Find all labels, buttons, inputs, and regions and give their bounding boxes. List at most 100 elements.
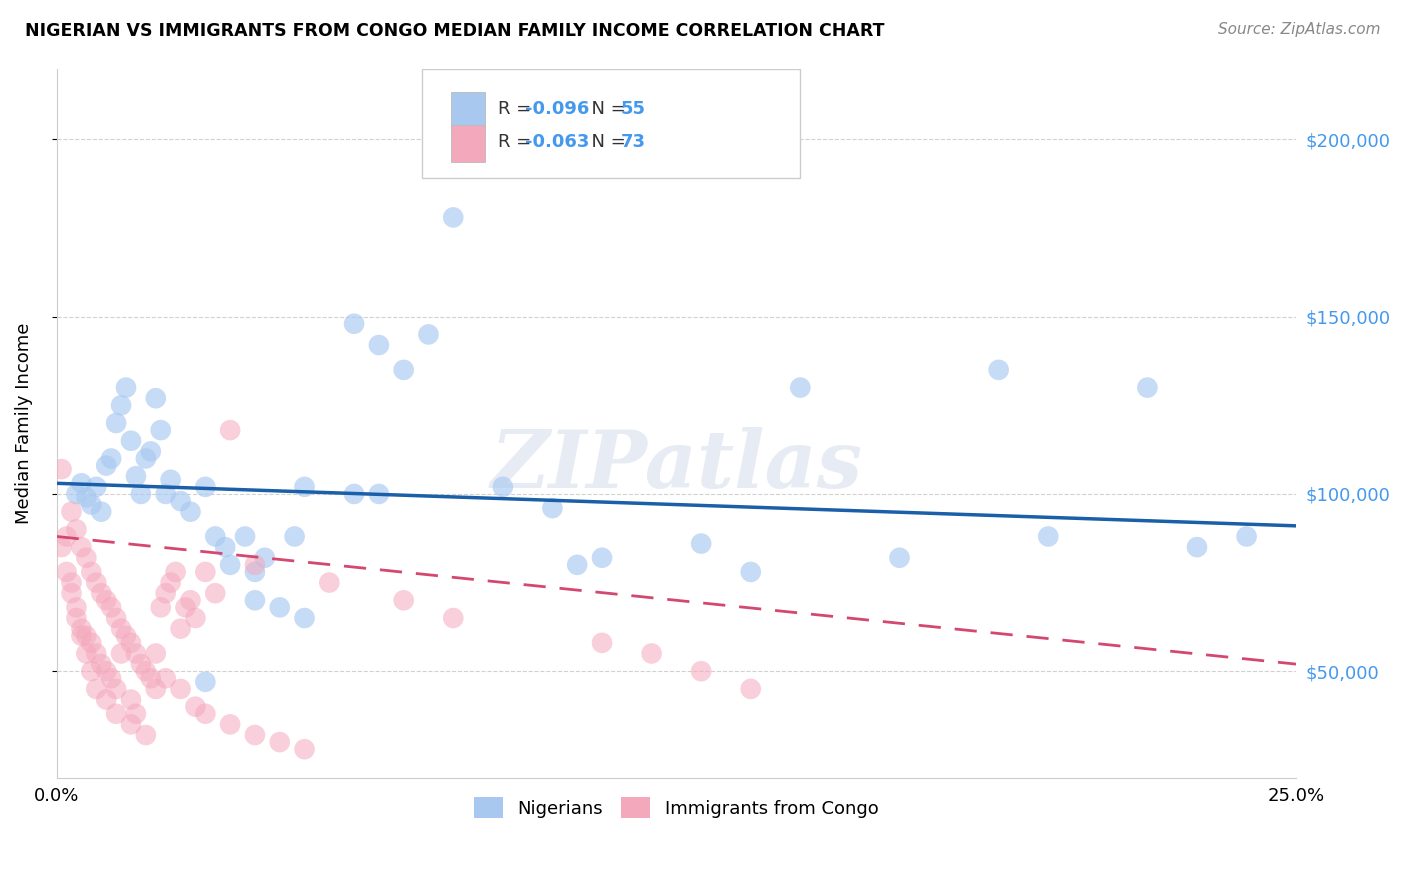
Point	[105, 416, 128, 430]
Point	[96, 458, 118, 473]
FancyBboxPatch shape	[451, 125, 485, 162]
Point	[243, 593, 266, 607]
Point	[105, 611, 128, 625]
Point	[51, 540, 73, 554]
Point	[889, 550, 911, 565]
Point	[145, 647, 167, 661]
Point	[165, 565, 187, 579]
Point	[233, 529, 256, 543]
Text: N =: N =	[579, 100, 631, 118]
Point	[591, 636, 613, 650]
Point	[690, 536, 713, 550]
Point	[567, 558, 589, 572]
Point	[115, 381, 138, 395]
Point	[100, 671, 122, 685]
Point	[120, 636, 142, 650]
Point	[418, 327, 440, 342]
Point	[184, 611, 207, 625]
Point	[155, 487, 177, 501]
Point	[80, 565, 103, 579]
Text: R =: R =	[498, 100, 537, 118]
Point	[96, 692, 118, 706]
Point	[294, 480, 316, 494]
Point	[110, 398, 132, 412]
Point	[84, 575, 107, 590]
Point	[145, 391, 167, 405]
Point	[100, 451, 122, 466]
Point	[1038, 529, 1060, 543]
Point	[541, 501, 564, 516]
Point	[690, 664, 713, 678]
Point	[75, 550, 97, 565]
Point	[184, 699, 207, 714]
Text: NIGERIAN VS IMMIGRANTS FROM CONGO MEDIAN FAMILY INCOME CORRELATION CHART: NIGERIAN VS IMMIGRANTS FROM CONGO MEDIAN…	[25, 22, 884, 40]
Text: ZIPatlas: ZIPatlas	[491, 427, 862, 504]
Point	[987, 363, 1010, 377]
Point	[135, 451, 157, 466]
Point	[110, 647, 132, 661]
Point	[84, 480, 107, 494]
Point	[105, 681, 128, 696]
Point	[179, 593, 201, 607]
Point	[740, 681, 762, 696]
Point	[1236, 529, 1258, 543]
Point	[243, 728, 266, 742]
Point	[591, 550, 613, 565]
Point	[120, 434, 142, 448]
Point	[115, 629, 138, 643]
Point	[789, 381, 811, 395]
Legend: Nigerians, Immigrants from Congo: Nigerians, Immigrants from Congo	[467, 790, 886, 825]
Point	[343, 317, 366, 331]
Point	[219, 423, 242, 437]
Point	[55, 529, 77, 543]
Point	[80, 498, 103, 512]
Point	[125, 706, 148, 721]
Point	[392, 593, 415, 607]
Point	[159, 575, 181, 590]
Point	[640, 647, 662, 661]
Point	[149, 423, 172, 437]
Point	[70, 476, 93, 491]
Point	[343, 487, 366, 501]
Point	[135, 728, 157, 742]
Point	[120, 692, 142, 706]
Y-axis label: Median Family Income: Median Family Income	[15, 322, 32, 524]
Point	[70, 540, 93, 554]
Point	[441, 211, 464, 225]
Point	[129, 487, 152, 501]
Point	[392, 363, 415, 377]
Text: -0.063: -0.063	[526, 133, 589, 152]
Point	[51, 462, 73, 476]
Point	[294, 742, 316, 756]
Point	[70, 629, 93, 643]
Point	[135, 664, 157, 678]
Point	[214, 540, 236, 554]
Point	[492, 480, 515, 494]
Text: 55: 55	[620, 100, 645, 118]
Point	[169, 681, 191, 696]
Point	[70, 622, 93, 636]
Point	[145, 681, 167, 696]
Point	[55, 565, 77, 579]
Point	[1185, 540, 1208, 554]
Point	[169, 494, 191, 508]
Text: N =: N =	[579, 133, 631, 152]
Point	[179, 505, 201, 519]
Point	[125, 469, 148, 483]
Point	[75, 629, 97, 643]
Point	[219, 717, 242, 731]
Point	[60, 575, 83, 590]
Point	[155, 671, 177, 685]
Point	[139, 671, 162, 685]
Point	[125, 647, 148, 661]
Point	[80, 636, 103, 650]
Point	[367, 338, 389, 352]
Point	[159, 473, 181, 487]
Point	[284, 529, 307, 543]
Point	[84, 681, 107, 696]
Point	[269, 600, 291, 615]
Point	[149, 600, 172, 615]
Point	[194, 706, 217, 721]
Point	[96, 664, 118, 678]
Point	[367, 487, 389, 501]
